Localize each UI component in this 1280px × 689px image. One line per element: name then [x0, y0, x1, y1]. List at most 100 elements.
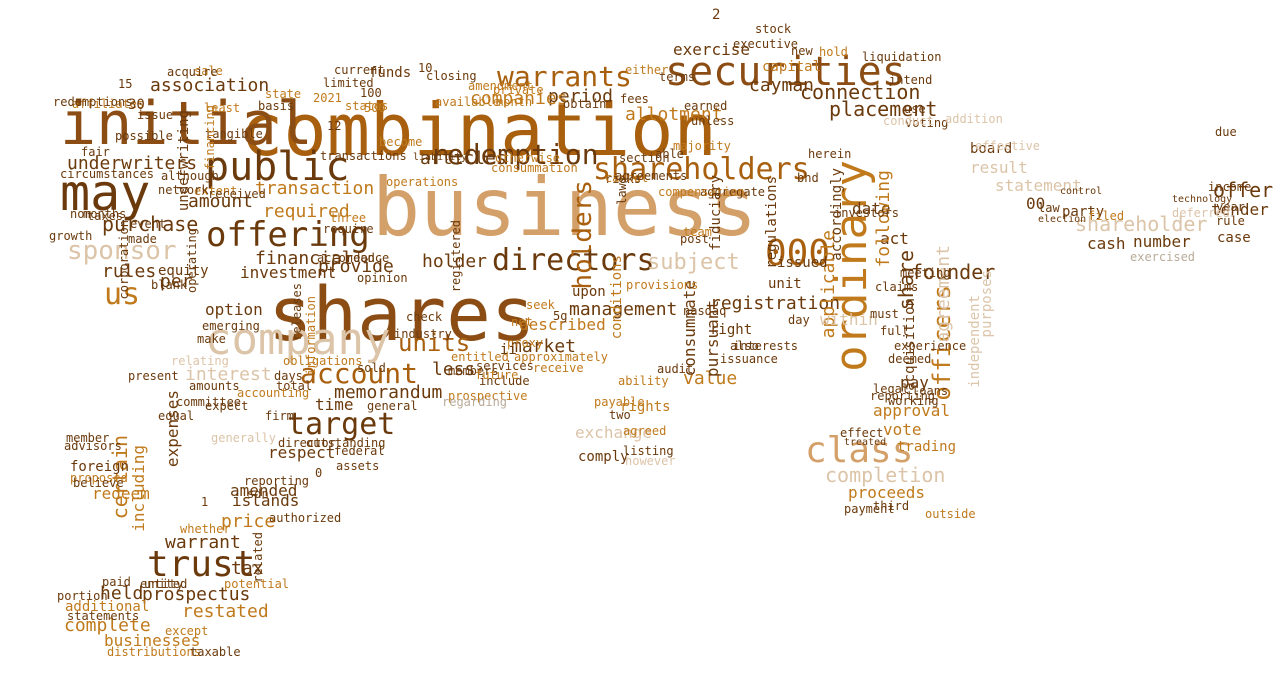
word: laws — [615, 176, 629, 205]
word: placement — [829, 97, 938, 121]
word: initial — [60, 89, 313, 159]
word: general — [367, 399, 418, 413]
word: voting — [905, 116, 949, 130]
word: 100 — [360, 86, 382, 100]
word: act — [880, 229, 909, 248]
word: become — [379, 135, 423, 149]
word: effect — [840, 426, 884, 440]
word: seek — [526, 298, 555, 312]
word: 0 — [315, 466, 323, 480]
word: us — [104, 277, 141, 312]
word: distributions — [107, 645, 201, 659]
word: entitled — [451, 350, 509, 364]
word: exercise — [673, 40, 751, 59]
word: least — [204, 101, 241, 115]
word: prospectus — [142, 584, 251, 605]
word: full — [880, 324, 909, 338]
word: 15 — [118, 77, 133, 91]
word: board — [970, 141, 1013, 157]
word: rights — [620, 399, 671, 415]
word: time — [315, 395, 354, 414]
word: held — [100, 583, 144, 604]
word: warrant — [165, 532, 241, 553]
word: deferred — [1172, 206, 1230, 220]
word: number — [1133, 232, 1191, 251]
word: within — [820, 310, 878, 329]
word: total — [276, 379, 313, 393]
word: connection — [800, 80, 921, 104]
word: restated — [182, 601, 269, 622]
word: limited — [323, 76, 374, 90]
word: day — [788, 313, 810, 327]
word: interests — [733, 339, 799, 353]
word: respect — [268, 443, 336, 462]
word: capital — [762, 59, 822, 75]
word: approval — [873, 401, 951, 420]
word: deemed — [888, 352, 932, 366]
word: may — [60, 164, 151, 222]
word: accounting — [237, 386, 310, 400]
word: 12 — [327, 119, 342, 133]
word: information — [304, 296, 318, 376]
word: subject — [647, 250, 740, 275]
word: legal — [873, 382, 910, 396]
word: taxable — [190, 645, 241, 659]
word: upon — [572, 284, 606, 300]
word: founder — [911, 260, 996, 284]
word: nasdaq — [683, 304, 727, 318]
word: majority — [673, 139, 731, 153]
word: corporation — [117, 220, 131, 300]
word: value — [683, 368, 738, 389]
word: cannot — [605, 171, 649, 185]
word: releases — [290, 283, 304, 341]
word: able — [655, 147, 684, 161]
word: team — [683, 225, 712, 239]
word: generally — [211, 431, 277, 445]
word: registration — [710, 293, 841, 314]
word: articles — [420, 148, 507, 169]
word: circumstances — [60, 167, 154, 181]
word: must — [870, 307, 899, 321]
word: holder — [422, 251, 488, 272]
word: market — [511, 336, 577, 357]
word: use — [904, 102, 926, 116]
word: exchange — [575, 423, 653, 442]
word: liquidation — [862, 50, 942, 64]
word: offering — [206, 215, 370, 255]
word: date — [852, 199, 891, 218]
word: earned — [684, 99, 728, 113]
word: fees — [620, 92, 649, 106]
word: amount — [188, 191, 254, 212]
word: statement — [995, 176, 1082, 195]
word: payment — [844, 502, 895, 516]
word: provisions — [626, 278, 699, 292]
word: private — [493, 83, 544, 97]
word: 5g — [553, 309, 568, 323]
word: combination — [240, 88, 717, 172]
word: network — [158, 183, 209, 197]
word: additional — [65, 599, 150, 615]
word: regarding — [442, 395, 508, 409]
word: amounts — [189, 379, 240, 393]
word: require — [323, 222, 374, 236]
word: 500 — [364, 101, 386, 115]
word: paid — [102, 575, 131, 589]
word: tender — [1211, 200, 1269, 219]
word: tax — [231, 558, 264, 579]
word: blank — [151, 278, 188, 292]
word: taxes — [87, 209, 124, 223]
word: loans — [912, 384, 949, 398]
word: section — [619, 151, 670, 165]
word: issue — [137, 108, 174, 122]
word: member — [66, 431, 110, 445]
word: potential — [224, 577, 290, 591]
word: party — [1062, 204, 1105, 220]
word: securities — [665, 49, 906, 95]
word: 1 — [201, 495, 209, 509]
word: aggregate — [700, 185, 766, 199]
word: made — [128, 232, 157, 246]
word: months — [83, 207, 127, 221]
word: target — [287, 407, 396, 442]
word: equity — [158, 263, 209, 279]
